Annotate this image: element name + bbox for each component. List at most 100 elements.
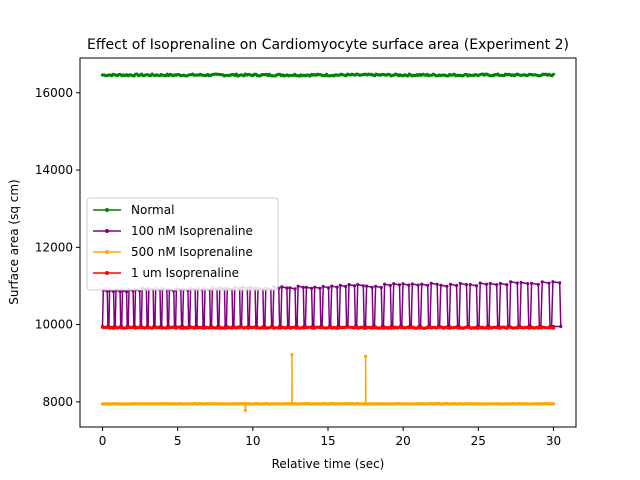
y-tick-label: 12000: [35, 240, 73, 254]
data-point: [445, 284, 449, 288]
y-tick-label: 16000: [35, 86, 73, 100]
data-point: [112, 289, 116, 294]
data-point: [407, 283, 411, 287]
x-tick-label: 30: [546, 434, 561, 448]
data-point: [335, 285, 339, 289]
data-point: [536, 282, 540, 287]
data-point: [558, 281, 562, 285]
legend-item: 500 nM Isoprenaline: [93, 245, 253, 259]
data-point: [392, 282, 396, 286]
legend-item: Normal: [93, 203, 174, 217]
data-point: [310, 286, 314, 290]
legend-label: 100 nM Isoprenaline: [131, 224, 253, 238]
legend-label: 500 nM Isoprenaline: [131, 245, 253, 259]
data-point: [439, 283, 443, 287]
data-point: [426, 283, 430, 287]
data-point: [356, 283, 360, 287]
data-point: [484, 282, 489, 286]
data-point: [280, 285, 284, 289]
series-3: [100, 325, 556, 330]
series-2: [100, 353, 556, 412]
series-0: [100, 72, 556, 78]
data-point: [344, 284, 348, 289]
data-point: [458, 281, 462, 286]
legend-marker: [105, 208, 109, 212]
data-point: [488, 281, 492, 286]
data-point: [495, 283, 499, 287]
data-point: [374, 284, 378, 288]
data-point: [551, 280, 555, 284]
data-point: [352, 284, 357, 288]
data-point: [290, 353, 294, 357]
data-point: [401, 282, 405, 286]
data-point: [293, 287, 297, 291]
x-tick-label: 5: [174, 434, 182, 448]
data-point: [296, 284, 300, 288]
y-axis: 8000 10000 12000 14000 16000: [35, 86, 80, 409]
data-point: [383, 282, 387, 286]
data-point: [559, 324, 563, 329]
y-tick-label: 10000: [35, 318, 73, 332]
data-point: [429, 281, 433, 285]
data-point: [519, 280, 523, 285]
data-point: [530, 281, 534, 285]
data-point: [540, 280, 544, 284]
x-axis-label: Relative time (sec): [272, 457, 385, 471]
y-tick-label: 14000: [35, 163, 73, 177]
y-axis-label: Surface area (sq cm): [7, 179, 21, 304]
data-point: [551, 326, 556, 330]
data-point: [288, 286, 292, 290]
data-point: [420, 282, 424, 286]
data-point: [448, 282, 453, 286]
data-point: [498, 281, 502, 286]
data-point: [526, 282, 530, 286]
x-tick-label: 25: [471, 434, 486, 448]
series-line: [102, 354, 554, 411]
data-point: [118, 289, 122, 293]
series-layer: [100, 72, 563, 412]
data-point: [304, 285, 308, 289]
data-point: [416, 283, 420, 287]
data-point: [551, 402, 556, 406]
data-point: [388, 283, 392, 287]
data-point: [318, 286, 322, 290]
x-tick-label: 15: [320, 434, 335, 448]
data-point: [301, 285, 305, 289]
data-point: [397, 283, 402, 287]
data-point: [455, 283, 459, 288]
data-point: [321, 284, 325, 289]
data-point: [464, 283, 469, 287]
x-axis: 0 5 10 15 20 25 30: [99, 427, 561, 448]
data-point: [509, 280, 513, 284]
chart-title: Effect of Isoprenaline on Cardiomyocyte …: [87, 37, 569, 53]
legend: Normal 100 nM Isoprenaline 500 nM Isoprena…: [86, 197, 279, 291]
data-point: [330, 284, 334, 288]
legend-item: 100 nM Isoprenaline: [93, 224, 253, 238]
x-tick-label: 20: [396, 434, 411, 448]
data-point: [326, 286, 331, 290]
data-point: [370, 285, 374, 289]
legend-marker: [105, 229, 109, 233]
data-point: [505, 283, 509, 287]
legend-label: 1 um Isoprenaline: [131, 266, 239, 280]
data-point: [547, 281, 551, 285]
data-point: [347, 283, 351, 287]
data-point: [379, 285, 383, 290]
x-tick-label: 10: [245, 434, 260, 448]
data-point: [435, 282, 439, 286]
data-point: [410, 282, 414, 286]
data-point: [313, 285, 317, 289]
data-point: [243, 408, 247, 412]
y-tick-label: 8000: [42, 395, 73, 409]
data-point: [361, 284, 365, 288]
data-point: [364, 354, 368, 358]
legend-box: [86, 197, 279, 291]
data-point: [365, 284, 369, 288]
data-point: [515, 281, 519, 285]
data-point: [551, 72, 556, 76]
data-point: [285, 286, 289, 290]
legend-marker: [105, 271, 109, 275]
legend-label: Normal: [131, 203, 174, 217]
data-point: [474, 284, 479, 288]
legend-marker: [105, 250, 109, 254]
